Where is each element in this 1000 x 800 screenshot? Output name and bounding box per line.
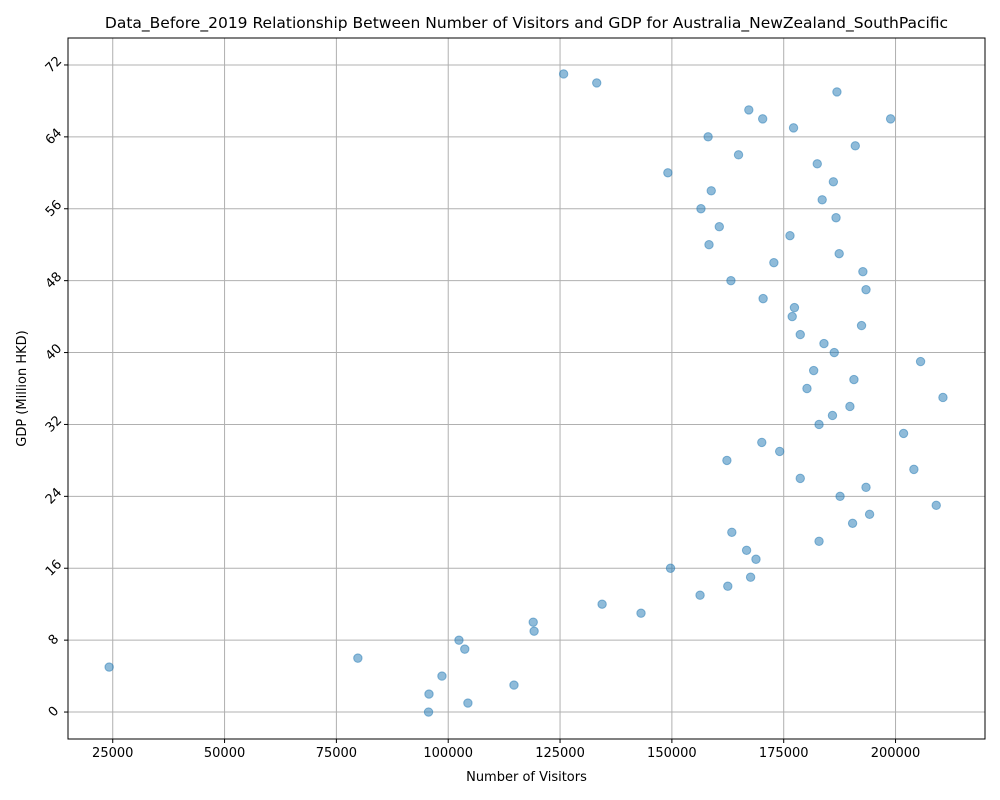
scatter-point	[819, 338, 829, 349]
scatter-point	[706, 186, 716, 196]
scatter-point	[636, 608, 646, 618]
scatter-point	[898, 428, 909, 439]
scatter-point	[831, 213, 841, 223]
scatter-point	[812, 159, 822, 169]
scatter-point	[597, 599, 607, 609]
scatter-point	[849, 374, 859, 385]
scatter-point	[795, 329, 805, 340]
scatter-point	[828, 177, 839, 187]
scatter-point	[817, 195, 827, 205]
scatter-point	[454, 635, 464, 645]
scatter-point	[558, 69, 569, 79]
scatter-point	[885, 114, 896, 124]
scatter-point	[757, 437, 767, 448]
plot-frame	[67, 37, 986, 740]
points-layer	[104, 69, 948, 717]
x-tick-label: 125000	[535, 746, 585, 761]
scatter-point	[814, 419, 824, 430]
scatter-point	[757, 114, 768, 124]
scatter-point	[795, 473, 805, 484]
scatter-point	[758, 293, 768, 304]
scatter-point	[829, 347, 839, 358]
scatter-point	[722, 455, 732, 466]
scatter-point	[703, 132, 713, 142]
scatter-point	[509, 680, 519, 690]
scatter-point	[909, 464, 919, 475]
scatter-point	[353, 653, 363, 663]
x-tick-label: 50000	[204, 746, 245, 761]
x-tick-label: 100000	[423, 746, 473, 761]
scatter-point	[704, 240, 714, 250]
scatter-point	[744, 105, 754, 115]
scatter-point	[808, 365, 819, 376]
x-axis-ticks: 25000 50000 75000 100000 125000 150000 175000 2…	[92, 739, 920, 761]
scatter-point	[424, 689, 434, 699]
scatter-point	[104, 662, 114, 672]
x-tick-label: 200000	[871, 746, 921, 761]
scatter-point	[751, 554, 761, 564]
scatter-point	[858, 266, 868, 277]
scatter-point	[832, 87, 842, 97]
scatter-point	[529, 626, 539, 636]
scatter-point	[938, 392, 948, 403]
scatter-point	[802, 383, 812, 394]
scatter-point	[733, 150, 744, 160]
scatter-point	[845, 401, 855, 412]
scatter-point	[726, 275, 736, 286]
scatter-point	[663, 168, 673, 178]
scatter-point	[861, 284, 871, 295]
scatter-point	[774, 446, 785, 457]
scatter-point	[785, 231, 795, 241]
scatter-point	[787, 311, 797, 322]
scatter-point	[850, 141, 860, 151]
scatter-point	[814, 536, 824, 546]
x-tick-label: 75000	[316, 746, 357, 761]
scatter-point	[769, 257, 779, 268]
scatter-point	[834, 248, 844, 259]
scatter-point	[827, 410, 838, 421]
chart-title: Data_Before_2019 Relationship Between Nu…	[105, 14, 948, 33]
scatter-point	[864, 509, 875, 520]
scatter-point	[423, 707, 434, 717]
scatter-point	[592, 78, 602, 88]
scatter-point	[931, 500, 941, 511]
scatter-point	[745, 572, 756, 582]
scatter-point	[696, 204, 706, 214]
scatter-point	[714, 222, 724, 232]
y-axis-title: GDP (Million HKD)	[15, 330, 30, 447]
scatter-point	[861, 482, 871, 493]
x-axis-title: Number of Visitors	[466, 770, 587, 785]
scatter-point	[788, 123, 799, 133]
scatter-point	[741, 545, 752, 555]
x-tick-label: 25000	[92, 746, 133, 761]
scatter-point	[856, 320, 867, 331]
scatter-point	[847, 518, 858, 529]
scatter-point	[528, 617, 538, 627]
scatter-point	[460, 644, 470, 654]
scatter-point	[789, 302, 800, 313]
x-tick-label: 175000	[759, 746, 809, 761]
scatter-point	[915, 356, 926, 367]
scatter-point	[437, 671, 447, 681]
scatter-point	[723, 581, 733, 591]
scatter-point	[463, 698, 473, 708]
scatter-point	[727, 527, 737, 537]
x-tick-label: 150000	[647, 746, 697, 761]
scatter-point	[695, 590, 705, 600]
scatter-point	[835, 491, 845, 502]
scatter-point	[665, 563, 676, 573]
